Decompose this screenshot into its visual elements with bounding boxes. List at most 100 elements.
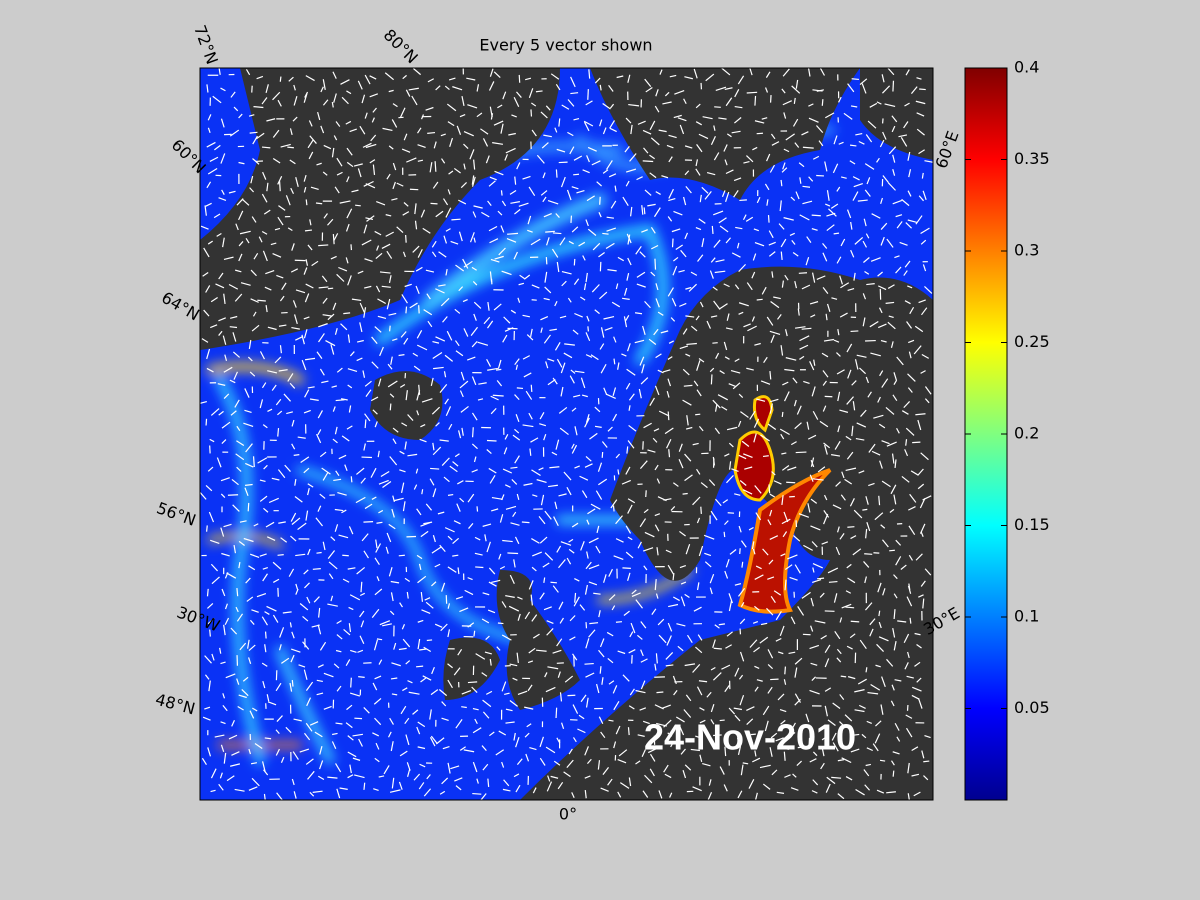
vector bbox=[425, 503, 433, 511]
vector bbox=[205, 285, 211, 293]
vector bbox=[640, 649, 644, 657]
vector bbox=[571, 443, 575, 449]
vector bbox=[887, 68, 895, 76]
vector bbox=[566, 557, 572, 565]
vector bbox=[726, 313, 730, 321]
vector bbox=[585, 332, 591, 342]
vector bbox=[891, 115, 898, 123]
vector bbox=[341, 96, 349, 105]
vector bbox=[760, 622, 768, 626]
vector bbox=[766, 316, 774, 326]
vector bbox=[472, 211, 477, 218]
vector bbox=[766, 153, 771, 162]
vector bbox=[248, 565, 256, 571]
vector bbox=[892, 770, 895, 777]
vector bbox=[655, 283, 659, 291]
vector bbox=[685, 286, 692, 290]
vector bbox=[403, 337, 409, 345]
vector bbox=[806, 421, 810, 430]
vector bbox=[640, 658, 648, 663]
vector bbox=[628, 393, 635, 401]
vector bbox=[374, 675, 382, 680]
colorbar-tick-label: 0.35 bbox=[1014, 149, 1050, 168]
vector bbox=[864, 163, 875, 170]
vector bbox=[546, 781, 553, 792]
vector bbox=[445, 406, 452, 417]
vector bbox=[756, 298, 763, 301]
vector bbox=[580, 377, 586, 389]
vector bbox=[305, 199, 308, 206]
vector bbox=[235, 269, 242, 273]
vector bbox=[892, 627, 896, 638]
vector bbox=[402, 251, 406, 258]
vector bbox=[266, 605, 277, 612]
vector bbox=[376, 521, 383, 524]
vector bbox=[604, 327, 613, 331]
vector bbox=[808, 737, 811, 748]
vector bbox=[878, 495, 881, 506]
vector bbox=[496, 368, 502, 371]
vector bbox=[851, 78, 859, 81]
vector bbox=[405, 306, 408, 314]
vector bbox=[714, 106, 721, 108]
vector bbox=[643, 147, 649, 154]
vector bbox=[637, 634, 643, 640]
vector bbox=[262, 680, 266, 689]
vector bbox=[536, 479, 547, 484]
vector bbox=[795, 191, 800, 200]
vector bbox=[609, 127, 617, 133]
vector bbox=[417, 144, 426, 148]
vector bbox=[407, 414, 414, 421]
vector bbox=[628, 649, 636, 654]
vector bbox=[461, 96, 465, 106]
vector bbox=[788, 732, 796, 738]
vector bbox=[412, 352, 419, 357]
vector bbox=[596, 525, 600, 533]
vector bbox=[488, 467, 497, 474]
vector bbox=[222, 335, 227, 345]
vector bbox=[552, 585, 559, 593]
vector bbox=[497, 210, 503, 216]
vector bbox=[231, 719, 235, 727]
vector bbox=[833, 593, 838, 603]
vector bbox=[550, 73, 560, 80]
vector bbox=[401, 294, 408, 304]
vector bbox=[333, 663, 340, 669]
vector bbox=[535, 90, 543, 93]
vector bbox=[339, 200, 351, 204]
vector bbox=[877, 582, 882, 593]
vector bbox=[365, 143, 377, 149]
vector bbox=[447, 603, 451, 609]
vector bbox=[330, 344, 335, 355]
vector bbox=[766, 199, 769, 206]
vector bbox=[363, 550, 369, 559]
vector bbox=[734, 493, 741, 496]
vector bbox=[381, 285, 391, 288]
vector bbox=[450, 240, 459, 245]
vector bbox=[447, 566, 457, 573]
vector bbox=[275, 748, 281, 756]
vector bbox=[334, 328, 338, 335]
vector bbox=[364, 413, 371, 422]
vector bbox=[780, 433, 785, 440]
vector bbox=[652, 437, 658, 443]
vector bbox=[300, 456, 310, 464]
vector bbox=[261, 382, 267, 389]
vector bbox=[546, 237, 550, 246]
vector bbox=[917, 698, 923, 709]
vector bbox=[279, 627, 285, 638]
vector bbox=[206, 181, 212, 189]
vector bbox=[540, 494, 545, 506]
vector bbox=[625, 117, 632, 124]
vector bbox=[473, 237, 476, 243]
vector bbox=[318, 775, 325, 781]
vector bbox=[422, 227, 431, 234]
vector bbox=[285, 195, 291, 206]
vector bbox=[679, 124, 685, 135]
vector bbox=[645, 87, 653, 93]
vector bbox=[923, 775, 929, 781]
vector bbox=[321, 380, 329, 384]
vector bbox=[837, 329, 840, 336]
vector bbox=[586, 155, 590, 163]
vector bbox=[770, 595, 776, 604]
